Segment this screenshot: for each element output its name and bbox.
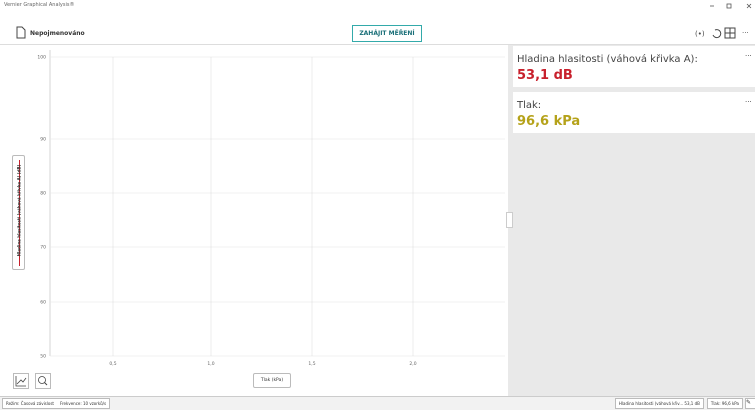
status-chip[interactable]: Hladina hlasitosti (váhová křiv... 53,1 …: [614, 398, 704, 409]
meter-card[interactable]: Hladina hlasitosti (váhová křivka A): 53,…: [513, 46, 755, 87]
y-axis-label: Hladina hlasitosti (váhová křivka A) (dB…: [16, 164, 22, 257]
meter-label: Hladina hlasitosti (váhová křivka A):: [517, 54, 698, 65]
y-tick-label: 60: [40, 300, 46, 306]
edit-button[interactable]: ✎: [745, 398, 755, 409]
file-name[interactable]: Nepojmenováno: [30, 30, 85, 37]
y-tick-label: 90: [40, 137, 46, 143]
x-axis-button[interactable]: Tlak (kPa): [253, 373, 291, 388]
graph: 100 90 80 70 60 50 0,5 1,0 1,5 2,0: [37, 50, 505, 367]
y-axis-button[interactable]: Hladina hlasitosti (váhová křivka A) (dB…: [12, 155, 25, 270]
y-tick-label: 80: [40, 191, 46, 197]
toolbar-divider: [0, 44, 755, 45]
mode-box[interactable]: Režim: Časová závislost Frekvence: 10 vz…: [2, 398, 111, 409]
y-tick-label: 100: [37, 55, 46, 61]
meter-menu[interactable]: ···: [745, 98, 752, 106]
x-tick-label: 1,0: [207, 361, 214, 367]
window-controls[interactable]: [700, 0, 755, 12]
y-tick-label: 70: [40, 245, 46, 251]
rate: Frekvence: 10 vzorků/s: [59, 401, 107, 406]
y-axis-color: [19, 160, 20, 266]
status-chips: Hladina hlasitosti (váhová křiv... 53,1 …: [614, 398, 743, 409]
graph-tools[interactable]: [13, 373, 53, 389]
panel-handle[interactable]: [506, 212, 513, 228]
toolbar-icons[interactable]: (•) ···: [695, 26, 755, 40]
x-tick-label: 1,5: [308, 361, 315, 367]
x-tick-label: 0,5: [109, 361, 116, 367]
x-tick-label: 2,0: [409, 361, 416, 367]
meter-value: 53,1 dB: [517, 68, 573, 83]
mode: Režim: Časová závislost: [6, 401, 54, 406]
y-tick-label: 50: [40, 354, 46, 360]
window-title: Vernier Graphical Analysis®: [4, 2, 75, 8]
meter-value: 96,6 kPa: [517, 114, 581, 129]
status-chip[interactable]: Tlak: 96,6 kPa: [706, 398, 743, 409]
meter-menu[interactable]: ···: [745, 52, 752, 60]
svg-text:(•): (•): [695, 30, 705, 38]
meter-label: Tlak:: [517, 100, 542, 111]
file-icon[interactable]: [16, 26, 26, 39]
status-bar: [0, 396, 755, 410]
start-button[interactable]: ZAHÁJIT MĚŘENÍ: [352, 25, 422, 42]
meter-card[interactable]: Tlak: 96,6 kPa ···: [513, 92, 755, 133]
svg-text:···: ···: [742, 29, 749, 37]
